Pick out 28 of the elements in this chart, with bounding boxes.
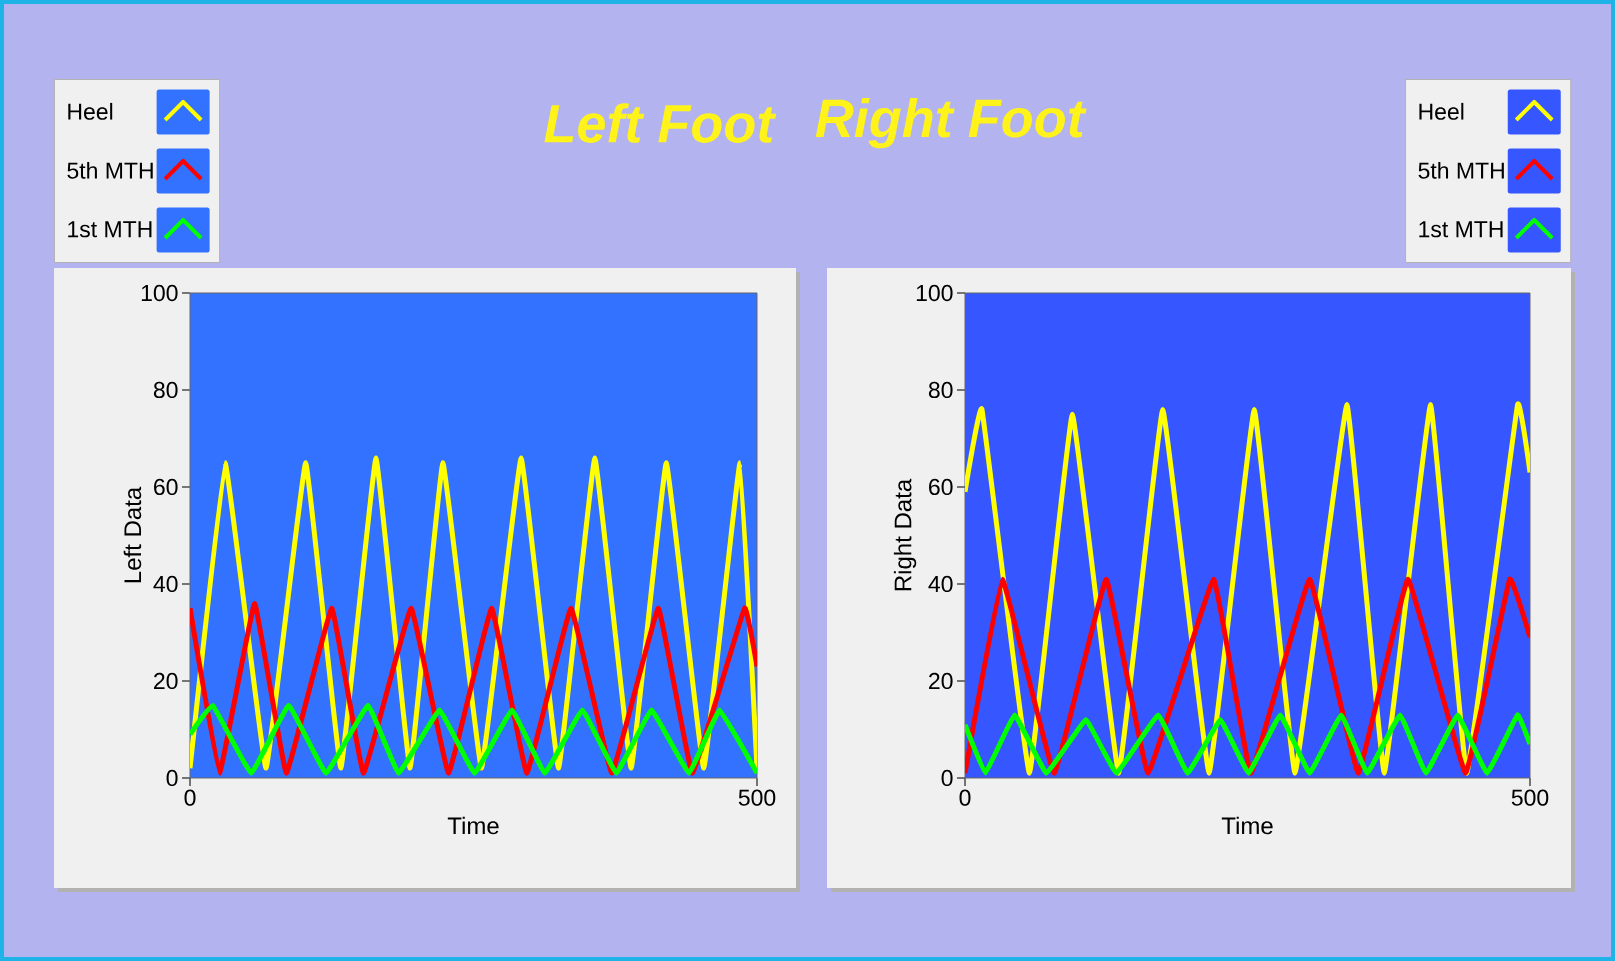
- y-tick-label: 20: [929, 672, 953, 690]
- legend-label: 5th MTH: [1418, 161, 1504, 179]
- chart-title: Left Foot: [544, 103, 777, 143]
- legend-label: 1st MTH: [68, 221, 152, 238]
- y-tick-label: 40: [928, 575, 953, 593]
- y-tick-label: 80: [153, 381, 178, 399]
- y-axis-title: Right Data: [893, 478, 917, 591]
- y-tick-label: 60: [154, 478, 178, 496]
- x-tick-label: 0: [959, 789, 971, 806]
- y-tick-label: 0: [941, 769, 953, 787]
- y-tick-label: 60: [929, 478, 953, 496]
- x-axis-title: Time: [1221, 816, 1273, 835]
- y-tick-label: 0: [166, 769, 178, 787]
- chart-title: Right Foot: [815, 97, 1087, 149]
- x-axis-title: Time: [447, 816, 499, 835]
- y-tick-label: 20: [154, 672, 178, 690]
- legend-label: 5th MTH: [67, 161, 153, 179]
- y-tick-label: 100: [141, 284, 178, 302]
- y-axis-title: Left Data: [123, 486, 142, 583]
- y-tick-label: 100: [916, 284, 953, 302]
- x-tick-label: 500: [1511, 789, 1549, 806]
- x-tick-label: 500: [738, 789, 776, 806]
- y-tick-label: 40: [153, 575, 178, 593]
- legend-label: Heel: [68, 102, 113, 120]
- legend-label: 1st MTH: [1419, 221, 1503, 238]
- y-tick-label: 80: [928, 381, 953, 399]
- legend-label: Heel: [1419, 102, 1464, 120]
- x-tick-label: 0: [184, 789, 196, 806]
